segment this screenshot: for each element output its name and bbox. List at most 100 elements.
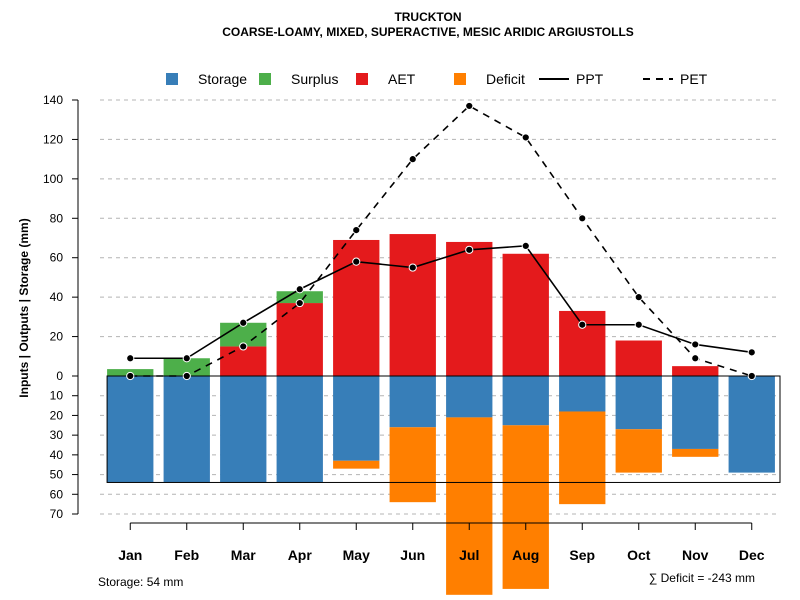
- pet-point-Apr: [295, 298, 304, 308]
- storage-bar-Dec: [728, 376, 775, 473]
- deficit-bar-Jul: [446, 417, 493, 595]
- x-tick-label-Apr: Apr: [288, 547, 313, 563]
- bars: [106, 234, 781, 595]
- pet-point-Jun: [408, 155, 417, 164]
- x-tick-label-Sep: Sep: [569, 547, 595, 563]
- y-tick-label-pos-40: 40: [50, 290, 64, 304]
- ppt-point-May: [352, 257, 361, 266]
- deficit-bar-Jun: [389, 427, 436, 503]
- y-tick-label-pos-120: 120: [43, 132, 63, 146]
- x-axis: Jan Feb Mar Apr May Jun Jul Aug Sep Oct Nov Dec: [118, 522, 765, 563]
- aet-bar-Aug: [502, 253, 549, 376]
- y-tick-label-pos-0: 0: [56, 369, 63, 383]
- aet-bar-Oct: [615, 340, 662, 376]
- pet-point-Sep: [578, 214, 587, 223]
- pet-point-Oct: [634, 293, 643, 302]
- deficit-bar-Oct: [615, 429, 662, 473]
- y-tick-label-neg-20: 20: [50, 408, 64, 422]
- y-tick-label-neg-60: 60: [50, 487, 64, 501]
- ppt-point-Jul: [465, 245, 474, 254]
- y-axis: 0 20 40 60 80 100 120 140 10 20 30 40 50 60 70: [43, 93, 79, 521]
- storage-bar-Sep: [559, 376, 606, 412]
- x-tick-label-Jul: Jul: [459, 547, 479, 563]
- surplus-bar-Mar: [220, 322, 267, 347]
- legend-label-pet: PET: [680, 71, 708, 87]
- ppt-point-Aug: [521, 241, 530, 250]
- x-tick-label-Jan: Jan: [118, 547, 142, 563]
- storage-bar-Jun: [389, 376, 436, 428]
- legend-label-ppt: PPT: [576, 71, 604, 87]
- ppt-point-Apr: [295, 285, 304, 294]
- storage-bar-Feb: [163, 376, 210, 483]
- storage-bar-Jan: [107, 376, 154, 483]
- storage-bar-Nov: [672, 376, 719, 449]
- lines: [126, 101, 756, 381]
- x-tick-label-Feb: Feb: [174, 547, 199, 563]
- aet-bar-Apr: [276, 303, 323, 376]
- ppt-point-Sep: [578, 320, 587, 329]
- pet-line: [130, 104, 752, 377]
- storage-bar-Oct: [615, 376, 662, 430]
- legend-label-aet: AET: [388, 71, 416, 87]
- y-tick-label-neg-70: 70: [50, 507, 64, 521]
- legend-label-storage: Storage: [198, 71, 247, 87]
- ppt-point-Dec: [747, 348, 756, 357]
- x-tick-label-May: May: [343, 547, 370, 563]
- ppt-point-Feb: [182, 354, 191, 363]
- surplus-bar-Apr: [276, 291, 323, 304]
- surplus-bar-Feb: [163, 358, 210, 376]
- storage-bar-Mar: [220, 376, 267, 483]
- storage-footer: Storage: 54 mm: [98, 575, 183, 589]
- x-tick-label-Dec: Dec: [739, 547, 765, 563]
- ppt-point-Nov: [691, 340, 700, 349]
- ppt-point-Mar: [239, 318, 248, 327]
- y-tick-label-pos-140: 140: [43, 93, 63, 107]
- y-tick-label-pos-80: 80: [50, 211, 64, 225]
- legend-swatch-deficit: [454, 73, 466, 85]
- legend-swatch-aet: [356, 73, 368, 85]
- pet-point-Jul: [465, 101, 474, 111]
- pet-point-Feb: [182, 371, 191, 381]
- y-tick-label-neg-50: 50: [50, 468, 64, 482]
- storage-bar-Aug: [502, 376, 549, 426]
- x-tick-label-Nov: Nov: [682, 547, 709, 563]
- pet-point-Jan: [126, 371, 135, 381]
- chart-title: TRUCKTON: [394, 10, 461, 24]
- x-tick-label-Aug: Aug: [512, 547, 539, 563]
- y-tick-label-neg-30: 30: [50, 428, 64, 442]
- ppt-line: [130, 245, 752, 360]
- ppt-point-Jun: [408, 263, 417, 272]
- aet-bar-Jun: [389, 234, 436, 376]
- deficit-bar-Sep: [559, 411, 606, 505]
- ppt-point-Jan: [126, 354, 135, 363]
- pet-point-May: [352, 226, 361, 235]
- storage-bar-May: [333, 376, 380, 461]
- y-tick-label-pos-60: 60: [50, 251, 64, 265]
- gridlines: [100, 99, 780, 515]
- pet-point-Mar: [239, 342, 248, 351]
- deficit-bar-Nov: [672, 448, 719, 457]
- x-tick-label-Jun: Jun: [400, 547, 425, 563]
- y-tick-label-neg-10: 10: [50, 389, 64, 403]
- deficit-bar-Aug: [502, 425, 549, 589]
- legend-label-deficit: Deficit: [486, 71, 525, 87]
- deficit-footer: ∑ Deficit = -243 mm: [649, 571, 755, 585]
- x-tick-label-Oct: Oct: [627, 547, 651, 563]
- x-tick-label-Mar: Mar: [231, 547, 256, 563]
- aet-bar-Nov: [672, 366, 719, 376]
- ppt-point-Oct: [634, 320, 643, 329]
- deficit-bar-May: [333, 460, 380, 469]
- storage-bar-Apr: [276, 376, 323, 483]
- storage-bar-Jul: [446, 376, 493, 418]
- y-tick-label-pos-20: 20: [50, 330, 64, 344]
- chart-subtitle: COARSE-LOAMY, MIXED, SUPERACTIVE, MESIC …: [222, 25, 634, 39]
- pet-point-Dec: [747, 371, 756, 381]
- pet-point-Nov: [691, 354, 700, 363]
- legend-label-surplus: Surplus: [291, 71, 338, 87]
- y-tick-label-pos-100: 100: [43, 172, 63, 186]
- y-axis-title: Inputs | Outputs | Storage (mm): [17, 218, 31, 397]
- legend: Storage Surplus AET Deficit PPT PET: [166, 71, 708, 87]
- aet-bar-Jul: [446, 241, 493, 376]
- legend-swatch-storage: [166, 73, 178, 85]
